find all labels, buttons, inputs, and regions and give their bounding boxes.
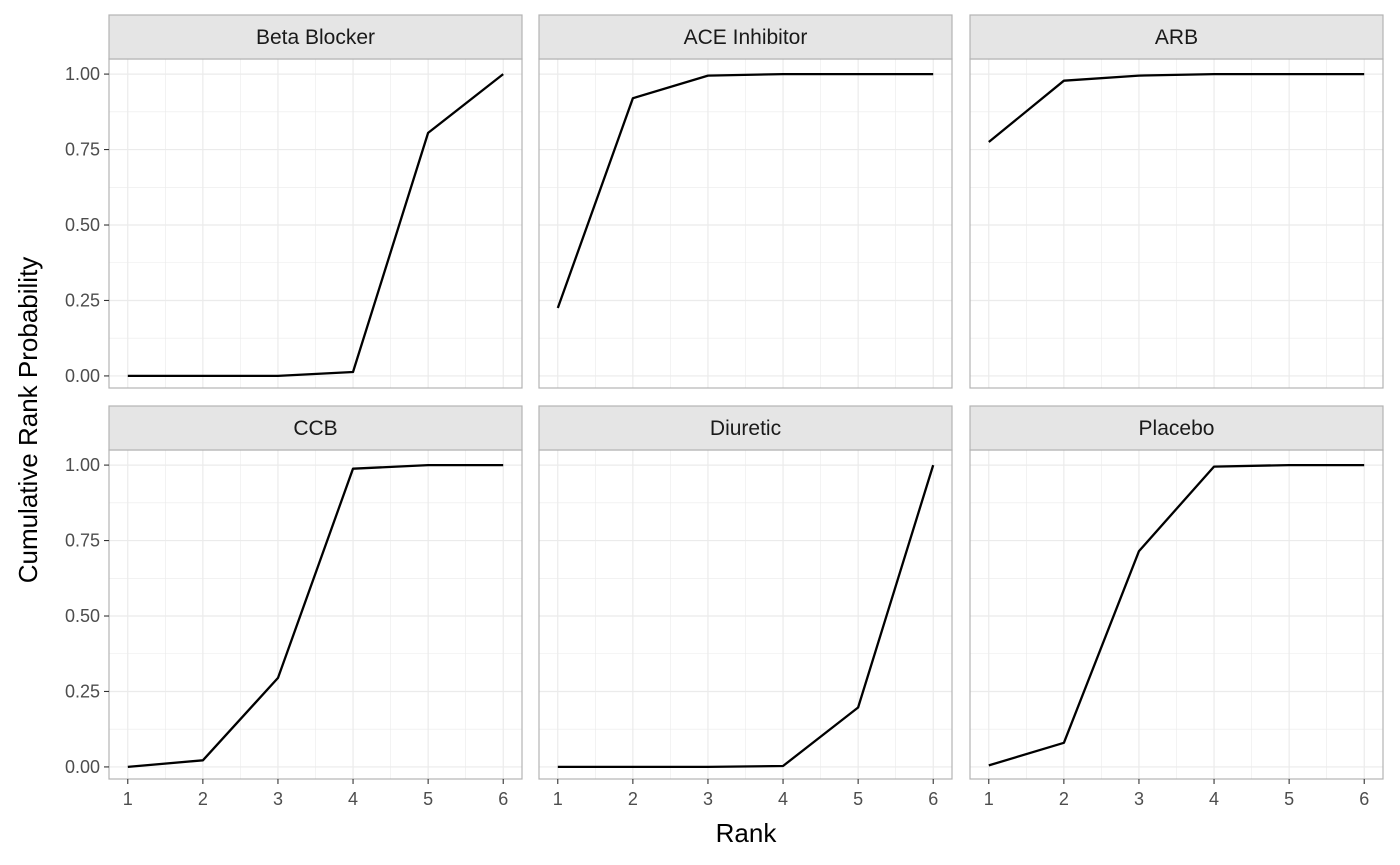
- x-tick-label: 6: [1359, 789, 1369, 809]
- x-tick-label: 2: [628, 789, 638, 809]
- series-line-arb: [988, 72, 1365, 143]
- strip-ccb: [108, 405, 523, 451]
- y-tick-label: 0.25: [65, 681, 100, 701]
- series-line-placebo: [988, 463, 1365, 767]
- x-tick-label: 5: [1284, 789, 1294, 809]
- y-tick-label: 0.75: [65, 140, 100, 160]
- y-axes: 0.00 0.25 0.50 0.75 1.00 0.00 0.25 0.50 0.75 1.00: [65, 64, 109, 777]
- strip-label-ace-inhibitor: ACE Inhibitor: [684, 26, 808, 49]
- y-tick-label: 0.50: [65, 606, 100, 626]
- strip-placebo: [969, 405, 1384, 451]
- panel-ace-inhibitor: ACE Inhibitor: [538, 14, 953, 389]
- x-tick-label: 6: [498, 789, 508, 809]
- y-tick-label: 1.00: [65, 455, 100, 475]
- x-tick-label: 3: [703, 789, 713, 809]
- x-tick-label: 2: [1059, 789, 1069, 809]
- y-tick-label: 0.00: [65, 366, 100, 386]
- panels: Beta Blocker ACE Inhibitor ARB CCB Diuretic P…: [108, 14, 1384, 780]
- x-axis-title: Rank: [716, 818, 778, 848]
- series-line-ccb: [127, 463, 504, 769]
- x-axes: 1 2 3 4 5 6 1 2 3 4 5 6 1 2 3 4 5 6: [123, 779, 1369, 809]
- y-axis-title: Cumulative Rank Probability: [13, 257, 43, 584]
- x-tick-label: 2: [198, 789, 208, 809]
- y-tick-label: 0.75: [65, 531, 100, 551]
- x-tick-label: 1: [123, 789, 133, 809]
- y-tick-label: 0.25: [65, 290, 100, 310]
- x-tick-label: 4: [1209, 789, 1219, 809]
- x-tick-label: 4: [348, 789, 358, 809]
- series-line-ace-inhibitor: [556, 72, 934, 309]
- panel-arb: ARB: [969, 14, 1384, 389]
- strip-diuretic: [538, 405, 953, 451]
- x-tick-label: 1: [984, 789, 994, 809]
- y-tick-label: 1.00: [65, 64, 100, 84]
- strip-label-arb: ARB: [1155, 26, 1198, 49]
- strip-label-beta-blocker: Beta Blocker: [256, 26, 375, 49]
- x-tick-label: 1: [553, 789, 563, 809]
- strip-beta-blocker: [108, 14, 523, 60]
- series-line-beta-blocker: [127, 73, 504, 378]
- x-tick-label: 4: [778, 789, 788, 809]
- y-tick-label: 0.50: [65, 215, 100, 235]
- strip-label-placebo: Placebo: [1139, 417, 1215, 440]
- strip-label-diuretic: Diuretic: [710, 417, 781, 440]
- x-tick-label: 5: [853, 789, 863, 809]
- x-tick-label: 5: [423, 789, 433, 809]
- panel-beta-blocker: Beta Blocker: [108, 14, 523, 389]
- strip-ace-inhibitor: [538, 14, 953, 60]
- panel-ccb: CCB: [108, 405, 523, 780]
- y-tick-label: 0.00: [65, 757, 100, 777]
- x-tick-label: 3: [273, 789, 283, 809]
- series-line-diuretic: [557, 464, 935, 769]
- strip-arb: [969, 14, 1384, 60]
- strip-label-ccb: CCB: [293, 417, 337, 440]
- panel-diuretic: Diuretic: [538, 405, 953, 780]
- panel-placebo: Placebo: [969, 405, 1384, 780]
- x-tick-label: 6: [928, 789, 938, 809]
- x-tick-label: 3: [1134, 789, 1144, 809]
